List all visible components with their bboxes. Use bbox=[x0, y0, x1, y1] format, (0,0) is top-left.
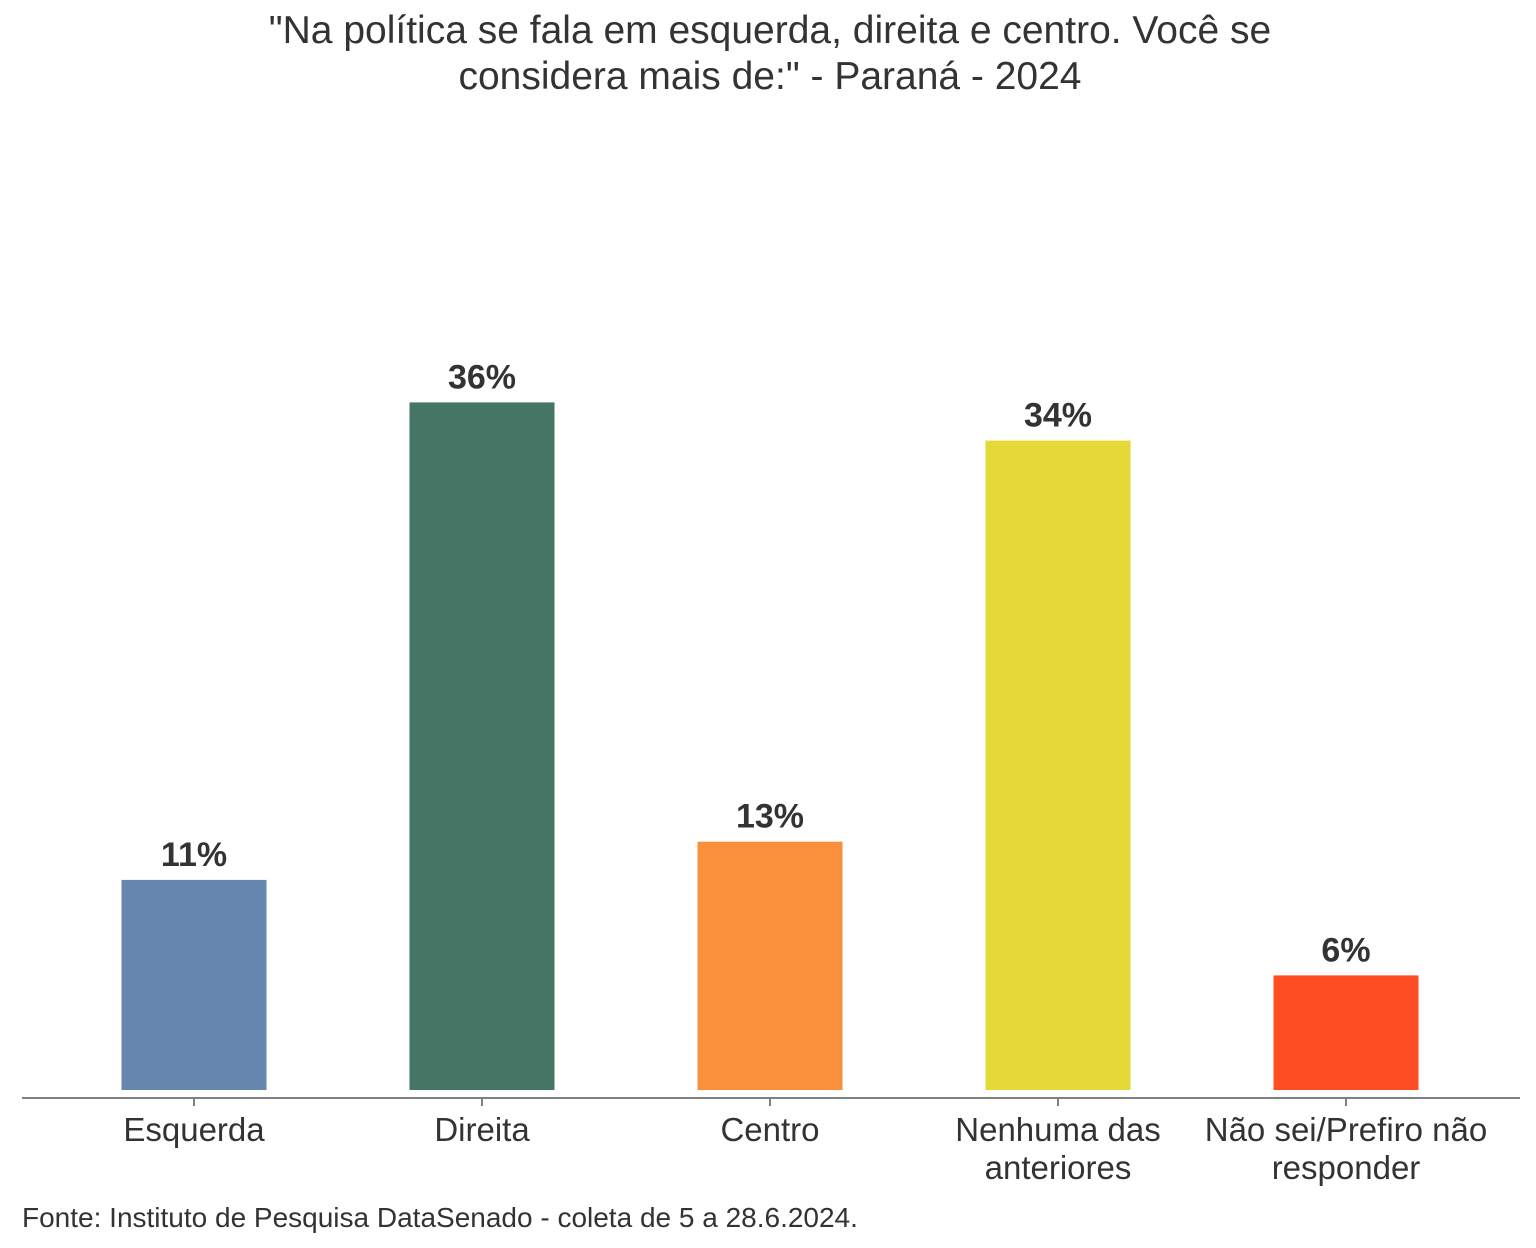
bars-layer bbox=[121, 402, 1419, 1091]
bar-4 bbox=[1273, 975, 1419, 1090]
data-label-0: 11% bbox=[161, 836, 227, 874]
source-note: Fonte: Instituto de Pesquisa DataSenado … bbox=[22, 1202, 858, 1233]
data-labels-layer: 11% 36% 13% 34% 6% bbox=[161, 358, 1371, 969]
chart-title-line-2: considera mais de:" - Paraná - 2024 bbox=[458, 55, 1082, 98]
bar-3 bbox=[985, 440, 1131, 1091]
chart-title-line-1: "Na política se fala em esquerda, direit… bbox=[268, 9, 1272, 52]
data-label-3: 34% bbox=[1024, 397, 1092, 435]
x-tick-label-2-0: Centro bbox=[720, 1111, 819, 1148]
data-label-4: 6% bbox=[1321, 931, 1370, 969]
data-label-2: 13% bbox=[736, 798, 804, 836]
x-tick-label-4-0: Não sei/Prefiro não bbox=[1205, 1111, 1487, 1148]
chart-title: "Na política se fala em esquerda, direit… bbox=[0, 8, 1536, 100]
x-tick-label-4-1: responder bbox=[1272, 1149, 1421, 1186]
x-tick-label-3-0: Nenhuma das bbox=[955, 1111, 1160, 1148]
x-tick-label-3-1: anteriores bbox=[985, 1149, 1132, 1186]
data-label-1: 36% bbox=[448, 358, 516, 396]
x-tick-label-0-0: Esquerda bbox=[123, 1111, 265, 1148]
x-axis: Esquerda Direita Centro Nenhuma dasanterior… bbox=[22, 1097, 1520, 1186]
bar-2 bbox=[697, 841, 843, 1090]
bar-0 bbox=[121, 879, 267, 1090]
x-tick-label-1-0: Direita bbox=[434, 1111, 530, 1148]
bar-1 bbox=[409, 402, 555, 1090]
